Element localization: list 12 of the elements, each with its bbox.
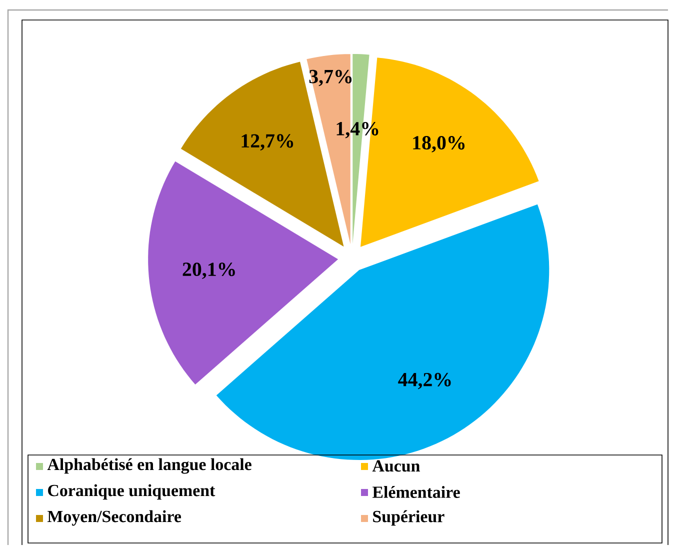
legend-label: Supérieur <box>373 510 444 526</box>
legend-label: Moyen/Secondaire <box>48 510 182 526</box>
data-label: 18,0% <box>413 136 465 152</box>
data-label: 44,2% <box>398 372 451 390</box>
legend-label: Coranique uniquement <box>48 484 216 500</box>
data-label: 12,7% <box>242 134 294 151</box>
legend-label: Alphabétisé en langue locale <box>47 458 252 474</box>
data-label: 3,7% <box>309 70 352 86</box>
legend-label: Aucun <box>372 460 420 472</box>
data-label: 20,1% <box>182 262 235 279</box>
data-label: 1,4% <box>336 122 378 138</box>
legend-label: Elémentaire <box>372 486 460 498</box>
